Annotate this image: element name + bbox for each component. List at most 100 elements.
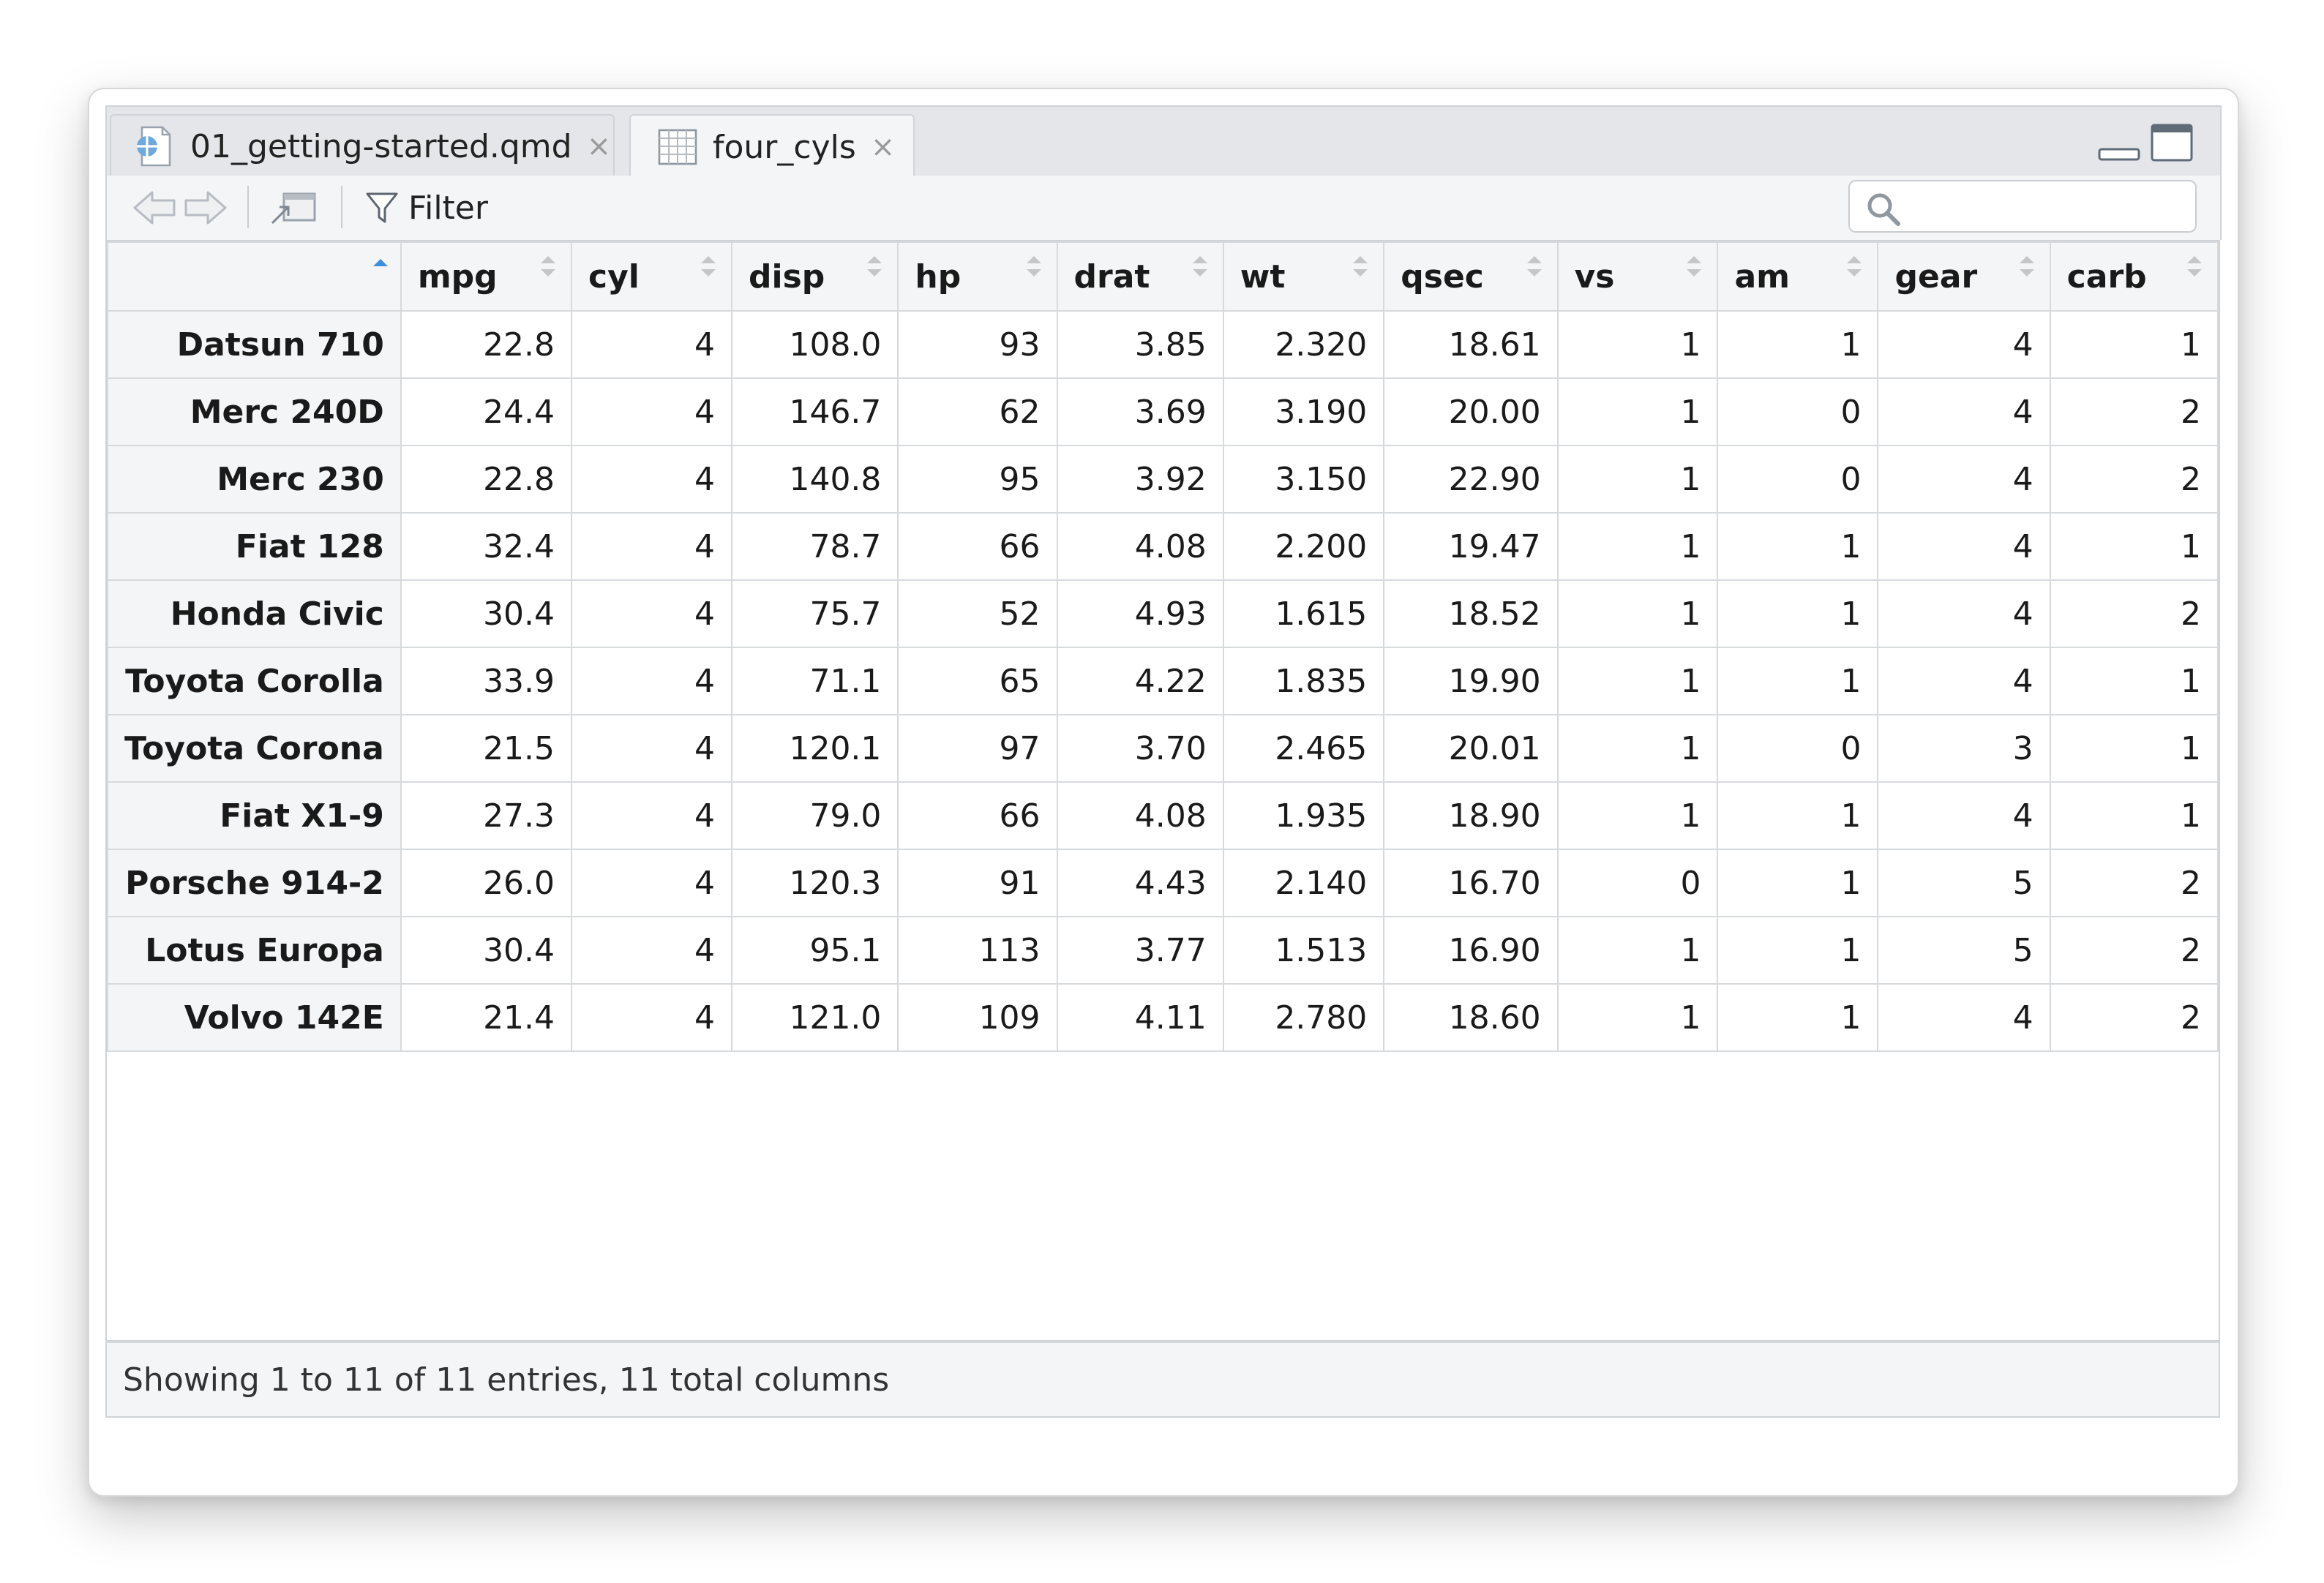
table-cell: 19.90 bbox=[1383, 647, 1559, 715]
sort-icon[interactable] bbox=[539, 253, 558, 285]
table-cell: 78.7 bbox=[730, 512, 899, 581]
column-header-hp[interactable]: hp bbox=[897, 241, 1058, 312]
column-header-label: wt bbox=[1240, 257, 1286, 296]
toolbar: Filter bbox=[105, 176, 2222, 240]
column-header-vs[interactable]: vs bbox=[1556, 241, 1719, 312]
close-icon[interactable]: × bbox=[870, 130, 896, 164]
table-cell: 4 bbox=[1877, 310, 2051, 379]
table-cell: 20.00 bbox=[1383, 377, 1559, 446]
sort-icon[interactable] bbox=[1351, 253, 1370, 285]
column-header-label: drat bbox=[1073, 257, 1150, 296]
table-cell: 0 bbox=[1717, 445, 1879, 514]
maximize-icon[interactable] bbox=[2150, 123, 2194, 162]
row-name: Porsche 914-2 bbox=[107, 849, 402, 917]
table-cell: 1 bbox=[1556, 512, 1719, 581]
table-cell: 1 bbox=[1717, 310, 1879, 379]
column-header-label: mpg bbox=[417, 257, 498, 296]
column-header-carb[interactable]: carb bbox=[2049, 241, 2219, 312]
close-icon[interactable]: × bbox=[586, 129, 612, 163]
table-cell: 4 bbox=[571, 647, 732, 715]
table-cell: 1 bbox=[1717, 916, 1879, 985]
filter-button[interactable]: Filter bbox=[364, 186, 488, 230]
table-cell: 4 bbox=[571, 377, 732, 446]
column-header-rownames[interactable] bbox=[107, 241, 402, 312]
table-cell: 52 bbox=[897, 579, 1058, 648]
sort-icon[interactable] bbox=[1525, 253, 1544, 285]
table-cell: 21.4 bbox=[400, 983, 573, 1052]
table-cell: 0 bbox=[1717, 377, 1879, 446]
column-header-label: carb bbox=[2066, 257, 2147, 296]
table-cell: 2 bbox=[2049, 445, 2219, 514]
sort-icon[interactable] bbox=[1024, 253, 1043, 285]
table-cell: 2.200 bbox=[1222, 512, 1385, 581]
table-cell: 26.0 bbox=[400, 849, 573, 917]
sort-icon[interactable] bbox=[865, 253, 884, 285]
table-cell: 3.190 bbox=[1222, 377, 1385, 446]
table-cell: 120.3 bbox=[730, 849, 899, 917]
column-header-gear[interactable]: gear bbox=[1877, 241, 2051, 312]
column-header-cyl[interactable]: cyl bbox=[571, 241, 732, 312]
table-cell: 4 bbox=[1877, 983, 2051, 1052]
column-header-drat[interactable]: drat bbox=[1056, 241, 1224, 312]
table-cell: 3.69 bbox=[1056, 377, 1224, 446]
search-box[interactable] bbox=[1848, 180, 2197, 233]
table-row: Lotus Europa 30.4 4 95.1 113 3.77 1.513 16.90 1 1… bbox=[107, 916, 2219, 985]
table-row: Porsche 914-2 26.0 4 120.3 91 4.43 2.140 16.70 0… bbox=[107, 849, 2219, 917]
tab-four-cyls[interactable]: four_cyls × bbox=[629, 114, 915, 178]
table-cell: 140.8 bbox=[730, 445, 899, 514]
table-cell: 1 bbox=[1556, 310, 1719, 379]
table-cell: 18.52 bbox=[1383, 579, 1559, 648]
sort-icon[interactable] bbox=[2185, 253, 2204, 285]
table-cell: 22.8 bbox=[400, 445, 573, 514]
column-header-label: hp bbox=[915, 257, 962, 296]
table-cell: 1 bbox=[1556, 916, 1719, 985]
table-cell: 4.43 bbox=[1056, 849, 1224, 917]
table-cell: 2.780 bbox=[1222, 983, 1385, 1052]
sort-icon[interactable] bbox=[1684, 253, 1703, 285]
tab-bar: 01_getting-started.qmd × four_cyls × bbox=[105, 105, 2222, 178]
column-header-wt[interactable]: wt bbox=[1222, 241, 1385, 312]
table-cell: 4 bbox=[571, 781, 732, 850]
table-cell: 1 bbox=[1556, 377, 1719, 446]
table-cell: 4 bbox=[571, 714, 732, 783]
sort-icon[interactable] bbox=[699, 253, 718, 285]
table-row: Merc 230 22.8 4 140.8 95 3.92 3.150 22.90 1 0 4 2 bbox=[107, 445, 2219, 514]
column-header-label: vs bbox=[1574, 257, 1615, 296]
data-grid: mpg cyl disp hp drat wt qsec vs am gear carb Datsu… bbox=[105, 240, 2220, 1342]
window-controls bbox=[2097, 123, 2194, 162]
table-cell: 22.8 bbox=[400, 310, 573, 379]
search-input[interactable] bbox=[1916, 187, 2182, 227]
table-cell: 4.08 bbox=[1056, 781, 1224, 850]
table-cell: 2 bbox=[2049, 916, 2219, 985]
entries-status: Showing 1 to 11 of 11 entries, 11 total … bbox=[123, 1361, 890, 1399]
back-button[interactable] bbox=[132, 186, 177, 230]
table-cell: 1 bbox=[1556, 579, 1719, 648]
sort-ascending-icon[interactable] bbox=[371, 256, 390, 288]
table-cell: 19.47 bbox=[1383, 512, 1559, 581]
table-cell: 0 bbox=[1556, 849, 1719, 917]
table-cell: 3 bbox=[1877, 714, 2051, 783]
column-header-label: disp bbox=[748, 257, 825, 296]
forward-button[interactable] bbox=[183, 186, 228, 230]
table-cell: 5 bbox=[1877, 916, 2051, 985]
column-header-qsec[interactable]: qsec bbox=[1383, 241, 1559, 312]
table-cell: 1 bbox=[1556, 647, 1719, 715]
table-cell: 3.70 bbox=[1056, 714, 1224, 783]
table-cell: 91 bbox=[897, 849, 1058, 917]
sort-icon[interactable] bbox=[1191, 253, 1210, 285]
column-header-disp[interactable]: disp bbox=[730, 241, 899, 312]
table-cell: 1.615 bbox=[1222, 579, 1385, 648]
table-body: Datsun 710 22.8 4 108.0 93 3.85 2.320 18.61 1 1 4 1… bbox=[107, 310, 2219, 1052]
sort-icon[interactable] bbox=[1845, 253, 1864, 285]
row-name: Volvo 142E bbox=[107, 983, 402, 1052]
minimize-icon[interactable] bbox=[2097, 140, 2141, 162]
tab-getting-started[interactable]: 01_getting-started.qmd × bbox=[110, 114, 615, 177]
column-header-am[interactable]: am bbox=[1717, 241, 1879, 312]
table-cell: 2.465 bbox=[1222, 714, 1385, 783]
sort-icon[interactable] bbox=[2017, 253, 2036, 285]
row-name: Merc 230 bbox=[107, 445, 402, 514]
row-name: Toyota Corolla bbox=[107, 647, 402, 715]
popout-button[interactable] bbox=[269, 186, 318, 230]
column-header-mpg[interactable]: mpg bbox=[400, 241, 573, 312]
table-cell: 18.61 bbox=[1383, 310, 1559, 379]
